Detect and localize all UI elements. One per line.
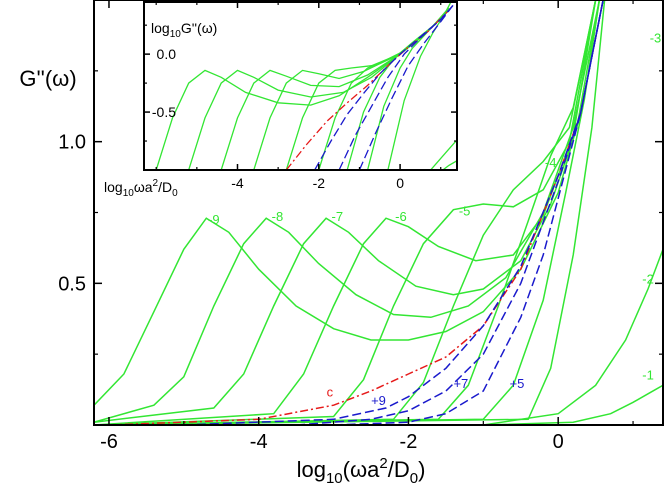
main-y-tick-label-1: 1.0 — [58, 132, 86, 154]
main-curve-label-7: -2 — [642, 271, 654, 286]
main-curve-label-12: +5 — [510, 376, 525, 391]
inset-y-tick-label-0: -0.5 — [152, 104, 176, 120]
inset-y-tick-label-1: 0.0 — [157, 46, 177, 62]
main-curve-label-4: -5 — [459, 203, 471, 218]
main-series-minus9-0 — [94, 0, 604, 406]
main-series-plus9-14 — [183, 0, 604, 425]
main-series-plus7-15 — [296, 0, 604, 425]
main-x-axis-label-sub2: 0 — [410, 470, 418, 487]
main-x-axis-label-close: ) — [418, 457, 425, 482]
main-curve-label-2: -7 — [332, 209, 344, 224]
main-series-minus4-5 — [94, 0, 597, 425]
main-curve-label-9: c — [327, 385, 334, 400]
main-x-axis-label-body: (ωa — [343, 457, 381, 482]
main-x-tick-label-1: -4 — [250, 431, 268, 453]
main-curve-label-8: -1 — [642, 368, 654, 383]
main-y-tick-label-0: 0.5 — [58, 273, 86, 295]
inset-series-curve-9 — [430, 139, 457, 170]
inset-x-axis-label-base: log — [104, 179, 123, 195]
inset-series-curve-14 — [358, 5, 454, 170]
inset-series-curve-10 — [442, 160, 457, 170]
inset-y-axis-label: log10G''(ω) — [151, 20, 217, 40]
main-series-minus7-2 — [94, 0, 601, 423]
main-series-plus5-16 — [333, 0, 604, 425]
main-curve-label-6: -3 — [650, 31, 662, 46]
main-x-tick-label-0: -6 — [100, 431, 118, 453]
inset-series-curve-13 — [338, 5, 454, 170]
inset-x-axis-label: log10ωa2/D0 — [104, 178, 178, 199]
main-series-minus8-1 — [94, 0, 601, 423]
main-x-tick-label-2: -2 — [400, 431, 418, 453]
main-series-minus2-11 — [483, 249, 663, 425]
inset-plot-frame — [143, 1, 458, 171]
main-curve-label-11: +7 — [453, 376, 468, 391]
main-x-axis-label-sub: 10 — [326, 470, 343, 487]
main-x-axis-label-sup: 2 — [379, 455, 387, 472]
inset-y-axis-label-base: log — [151, 20, 170, 36]
inset-x-axis-label-sub2: 0 — [172, 188, 178, 199]
main-y-axis-label: G''(ω) — [19, 66, 76, 91]
inset-x-tick-label-2: 0 — [396, 175, 404, 191]
main-x-axis-label-base: log — [297, 457, 326, 482]
main-series-minus5-4 — [94, 0, 597, 425]
inset-x-tick-label-1: -2 — [313, 175, 326, 191]
inset-series-curve-8 — [387, 2, 452, 170]
inset-x-axis-label-tail: /D — [158, 179, 172, 195]
main-series-minus6-3 — [94, 0, 597, 425]
main-curve-label-3: -6 — [395, 209, 407, 224]
main-curve-label-0: -9 — [208, 212, 220, 227]
main-curve-label-5: -4 — [545, 155, 557, 170]
main-series-minus3-8 — [94, 0, 606, 425]
inset-y-axis-label-body: G''(ω) — [181, 20, 218, 36]
inset-series-curve-11 — [285, 9, 450, 170]
inset-x-axis-label-sub: 10 — [123, 188, 135, 199]
main-curve-label-1: -8 — [272, 209, 284, 224]
inset-x-axis-label-body: ωa — [134, 179, 153, 195]
main-x-axis-label-tail: /D — [388, 457, 410, 482]
inset-y-axis-label-sub: 10 — [170, 29, 182, 40]
main-x-tick-label-3: 0 — [553, 431, 564, 453]
inset-x-tick-label-0: -4 — [231, 175, 244, 191]
main-x-axis-label: log10(ωa2/D0) — [297, 455, 426, 487]
inset-background — [144, 2, 457, 170]
main-curve-label-10: +9 — [371, 393, 386, 408]
inset-x-axis-label-sup: 2 — [153, 178, 159, 189]
